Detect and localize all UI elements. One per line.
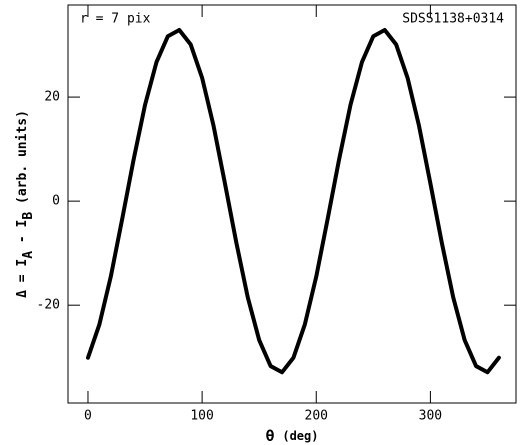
y-tick-label: 0	[52, 194, 60, 209]
x-axis-label: θ (deg)	[266, 427, 319, 445]
x-tick-label: 100	[190, 409, 213, 424]
y-tick-label: -20	[37, 298, 60, 313]
y-tick-label: 20	[44, 90, 60, 105]
x-tick-label: 0	[84, 409, 92, 424]
x-tick-label: 300	[419, 409, 442, 424]
data-line	[85, 27, 501, 375]
annotation: SDSS1138+0314	[402, 12, 504, 27]
plot-frame	[67, 4, 517, 404]
annotation: r = 7 pix	[80, 12, 151, 27]
y-axis-label: Δ = IA - IB (arb. units)	[15, 110, 36, 298]
x-tick-label: 200	[305, 409, 328, 424]
